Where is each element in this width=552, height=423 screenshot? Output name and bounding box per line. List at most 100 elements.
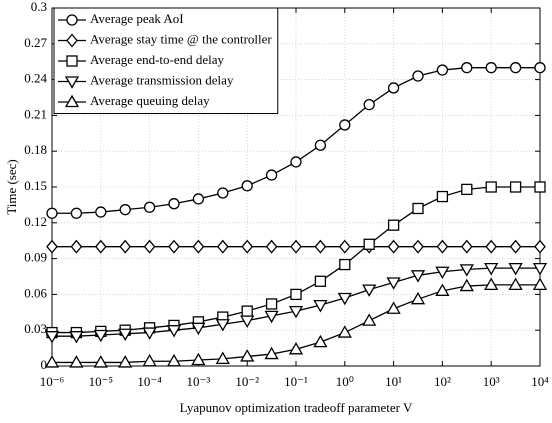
marker [461, 183, 473, 196]
marker [459, 264, 474, 277]
x-tick-label: 10⁻¹ [284, 374, 308, 389]
marker [241, 239, 254, 254]
marker [435, 283, 450, 296]
marker [143, 239, 156, 254]
marker [435, 266, 450, 280]
marker [93, 329, 108, 343]
marker [484, 277, 499, 291]
x-tick-label: 10⁻⁵ [89, 374, 113, 389]
marker [118, 355, 133, 368]
marker [240, 315, 255, 328]
marker [217, 187, 229, 199]
marker [93, 355, 108, 368]
marker [337, 292, 352, 306]
marker [288, 305, 304, 319]
marker [339, 258, 351, 271]
marker [363, 99, 375, 111]
marker [337, 325, 352, 338]
marker [412, 202, 424, 215]
marker [142, 353, 157, 367]
marker [532, 262, 548, 276]
marker [363, 238, 375, 250]
y-tick-label: 0.21 [24, 106, 47, 121]
marker [386, 277, 401, 290]
marker [436, 239, 449, 254]
marker [66, 33, 78, 48]
marker [119, 239, 132, 254]
marker [534, 62, 546, 74]
marker [534, 239, 546, 254]
marker [264, 346, 279, 360]
marker [387, 239, 400, 254]
marker [70, 207, 83, 219]
marker [362, 284, 377, 297]
marker [95, 206, 107, 218]
marker [215, 319, 230, 332]
marker [46, 207, 58, 219]
marker [288, 341, 304, 355]
marker [313, 334, 328, 348]
x-tick-label: 10² [434, 374, 451, 389]
marker [410, 291, 426, 305]
marker [508, 262, 523, 276]
marker [166, 325, 182, 338]
marker [290, 239, 302, 254]
marker [461, 62, 473, 74]
y-tick-label: 0.27 [24, 35, 47, 50]
marker [485, 239, 498, 254]
marker [191, 352, 206, 366]
marker [410, 270, 426, 283]
y-tick-label: 0.24 [24, 71, 47, 86]
marker [509, 239, 522, 254]
marker [265, 169, 278, 181]
marker [142, 327, 157, 340]
x-tick-label: 10⁻⁴ [137, 374, 162, 389]
x-tick-label: 10⁻² [235, 374, 259, 389]
y-tick-label: 0.18 [24, 142, 47, 157]
legend-label: Average transmission delay [90, 72, 234, 87]
marker [94, 239, 107, 254]
marker [484, 262, 499, 276]
marker [64, 76, 80, 89]
marker [314, 139, 327, 151]
marker [436, 64, 449, 76]
marker [168, 239, 180, 254]
legend-label: Average stay time @ the controller [90, 31, 272, 46]
marker [166, 353, 182, 367]
marker [215, 351, 230, 364]
marker [485, 181, 497, 193]
legend-box [53, 7, 279, 114]
marker [509, 62, 522, 74]
marker [69, 355, 84, 368]
marker [240, 349, 255, 362]
marker [191, 322, 206, 336]
marker [44, 355, 60, 368]
x-tick-label: 10⁰ [336, 374, 354, 389]
marker [241, 305, 253, 317]
x-tick-label: 10⁻³ [187, 374, 211, 389]
x-axis-label: Lyapunov optimization tradeoff parameter… [180, 400, 413, 415]
marker [192, 239, 205, 254]
marker [118, 328, 133, 342]
marker [264, 310, 279, 324]
marker [362, 313, 377, 326]
marker [386, 301, 401, 314]
legend-label: Average peak AoI [90, 11, 184, 26]
marker [412, 70, 424, 82]
marker [314, 239, 327, 254]
marker [119, 204, 131, 216]
legend-label: Average end-to-end delay [90, 52, 225, 67]
y-axis-label: Time (sec) [4, 159, 19, 215]
marker [64, 94, 80, 108]
marker [387, 82, 400, 94]
marker [69, 331, 84, 344]
marker [313, 299, 328, 313]
marker [339, 119, 351, 131]
marker [241, 180, 253, 192]
legend-label: Average queuing delay [90, 93, 210, 108]
marker [508, 277, 523, 291]
marker [46, 239, 58, 254]
marker [66, 14, 78, 26]
marker [265, 239, 278, 254]
